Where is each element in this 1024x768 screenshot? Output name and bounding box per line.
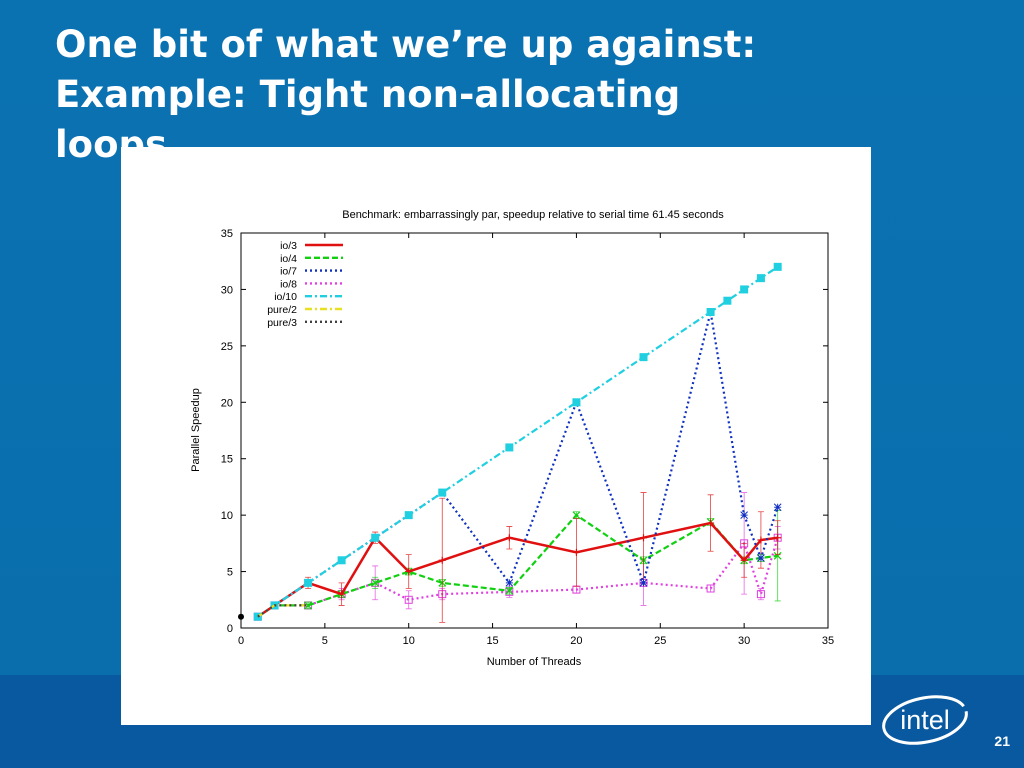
data-point-marker: [757, 554, 765, 562]
series-line: [257, 521, 778, 618]
y-tick-label: 30: [221, 284, 233, 296]
data-point-marker: [404, 595, 413, 604]
data-point-marker: [706, 584, 715, 593]
data-point-marker: [572, 398, 581, 407]
legend-label: io/10: [274, 291, 297, 303]
plot-area: [240, 232, 829, 629]
series-pure-3: [257, 604, 309, 618]
y-tick-label: 0: [227, 623, 233, 635]
x-tick-label: 25: [654, 635, 666, 647]
error-bar: [405, 590, 412, 610]
data-point-marker: [572, 548, 580, 556]
data-point-marker: [773, 551, 782, 560]
series-io-8: [253, 492, 782, 621]
data-point-marker: [774, 534, 782, 542]
series-line: [257, 265, 779, 618]
data-point-marker: [723, 296, 732, 305]
data-point-marker: [505, 534, 513, 542]
y-tick-label: 20: [221, 397, 233, 409]
data-point-marker: [337, 556, 346, 565]
y-tick-label: 35: [221, 228, 233, 240]
intel-logo: intel: [882, 695, 968, 745]
chart-panel: Benchmark: embarrassingly par, speedup r…: [121, 147, 871, 725]
data-point-marker: [253, 612, 262, 621]
data-point-marker: [740, 285, 749, 294]
series-io-7: [253, 308, 782, 621]
data-point-marker: [371, 533, 380, 542]
x-tick-label: 15: [486, 635, 498, 647]
intel-logo-text: intel: [900, 705, 950, 735]
data-point-marker: [505, 586, 514, 595]
y-tick-label: 15: [221, 454, 233, 466]
x-tick-label: 5: [322, 635, 328, 647]
series-io-10: [253, 262, 782, 621]
data-point-marker: [405, 568, 413, 576]
y-axis-label: Parallel Speedup: [190, 388, 202, 472]
data-point-marker: [404, 511, 413, 520]
x-axis-label: Number of Threads: [487, 656, 582, 668]
data-point-marker: [639, 579, 648, 587]
data-point-marker: [707, 519, 715, 527]
data-point-marker: [505, 579, 514, 587]
data-point-marker: [338, 590, 346, 598]
data-point-marker: [438, 488, 447, 497]
data-point-marker: [304, 578, 313, 587]
x-tick-label: 30: [738, 635, 750, 647]
speedup-chart: Benchmark: embarrassingly par, speedup r…: [190, 209, 834, 668]
y-tick-label: 10: [221, 510, 233, 522]
data-point-marker: [740, 556, 748, 564]
data-point-marker: [706, 308, 715, 316]
data-point-marker: [773, 503, 782, 512]
legend-label: io/3: [280, 240, 297, 252]
data-point-marker: [740, 511, 748, 519]
data-point-marker: [371, 578, 380, 587]
series-line: [257, 604, 309, 618]
data-point-marker: [756, 274, 765, 283]
series-line: [257, 311, 779, 618]
legend-label: io/7: [280, 266, 297, 278]
x-tick-label: 10: [403, 635, 415, 647]
data-point-marker: [438, 556, 446, 564]
y-tick-label: 25: [221, 341, 233, 353]
legend-label: pure/2: [267, 304, 297, 316]
x-tick-label: 0: [238, 635, 244, 647]
data-point-marker: [639, 353, 648, 362]
origin-point: [238, 613, 244, 620]
data-point-marker: [757, 536, 765, 544]
data-point-marker: [640, 534, 648, 542]
legend-label: io/8: [280, 278, 297, 290]
x-tick-label: 20: [570, 635, 582, 647]
series-line: [257, 513, 778, 618]
data-point-marker: [756, 590, 765, 599]
data-point-marker: [572, 511, 581, 520]
page-number: 21: [994, 733, 1010, 749]
legend-label: pure/3: [267, 317, 297, 329]
chart-title: Benchmark: embarrassingly par, speedup r…: [342, 209, 724, 221]
data-point-marker: [304, 601, 313, 610]
axis-ticks: 0 5 10 15 20 25 30 35 0 5 10 15 20 25 30 35: [221, 228, 834, 647]
y-tick-label: 5: [227, 567, 233, 579]
series-layer: [238, 262, 782, 623]
series-line: [257, 537, 779, 618]
x-tick-label: 35: [822, 635, 834, 647]
legend-label: io/4: [280, 253, 297, 265]
data-point-marker: [773, 262, 782, 271]
data-point-marker: [505, 443, 514, 452]
